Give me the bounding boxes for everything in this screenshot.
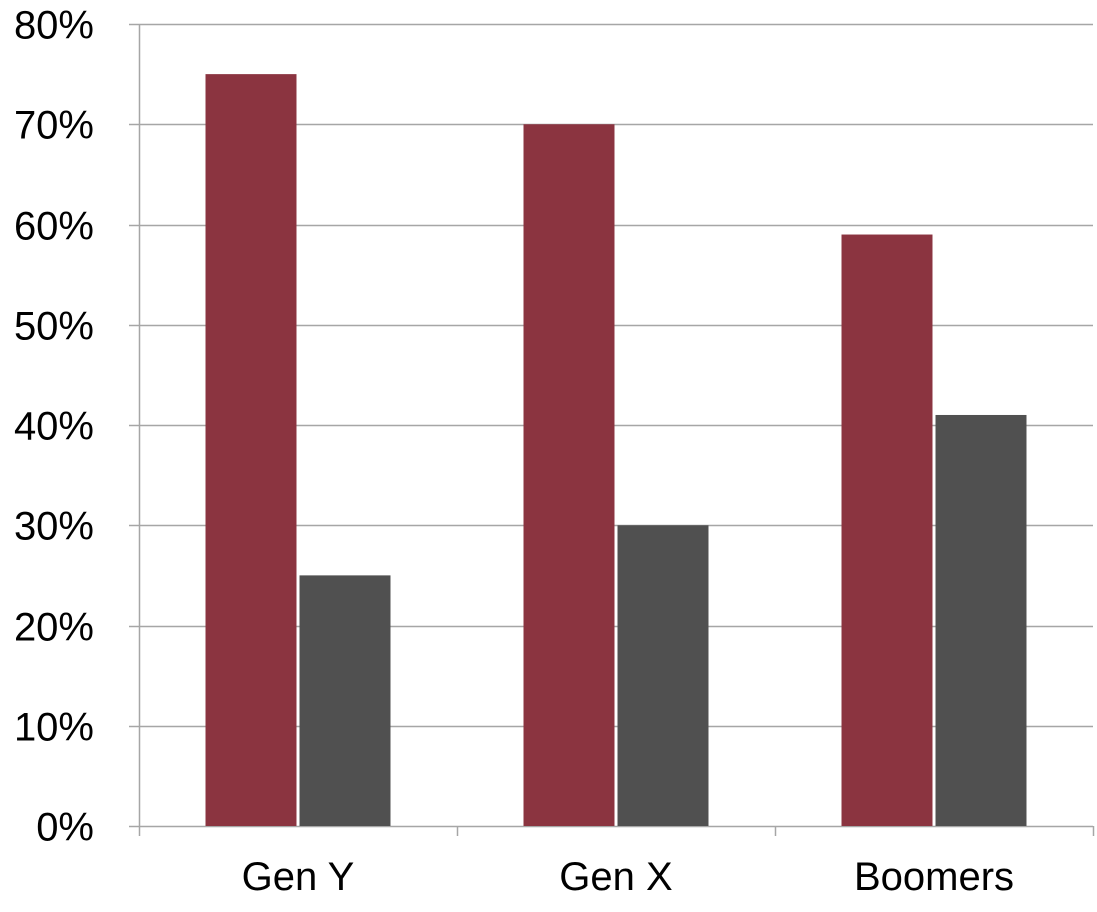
axes xyxy=(129,23,1095,836)
y-tick-label: 30% xyxy=(14,505,94,549)
y-tick-label: 80% xyxy=(14,4,94,48)
x-category-label: Gen Y xyxy=(242,855,355,899)
y-tick-label: 70% xyxy=(14,104,94,148)
y-tick-label: 10% xyxy=(14,706,94,750)
bar-gen-y-series-1 xyxy=(205,74,297,826)
gridlines xyxy=(139,23,1093,728)
bar-gen-y-series-2 xyxy=(299,575,391,826)
y-tick-label: 50% xyxy=(14,305,94,349)
x-category-label: Boomers xyxy=(854,855,1014,899)
bar-boomers-series-2 xyxy=(935,414,1027,826)
y-tick-label: 60% xyxy=(14,205,94,249)
y-tick-label: 40% xyxy=(14,405,94,449)
bar-gen-x-series-2 xyxy=(617,525,709,826)
axis-labels: 0% 10% 20% 30% 40% 50% 60% 70% 80% Gen Y Gen X Boom… xyxy=(14,4,1014,900)
bar-gen-x-series-1 xyxy=(523,124,615,826)
y-tick-label: 20% xyxy=(14,606,94,650)
x-category-label: Gen X xyxy=(559,855,672,899)
bars xyxy=(205,74,1027,826)
y-tick-label: 0% xyxy=(36,806,94,850)
bar-boomers-series-1 xyxy=(841,234,933,826)
